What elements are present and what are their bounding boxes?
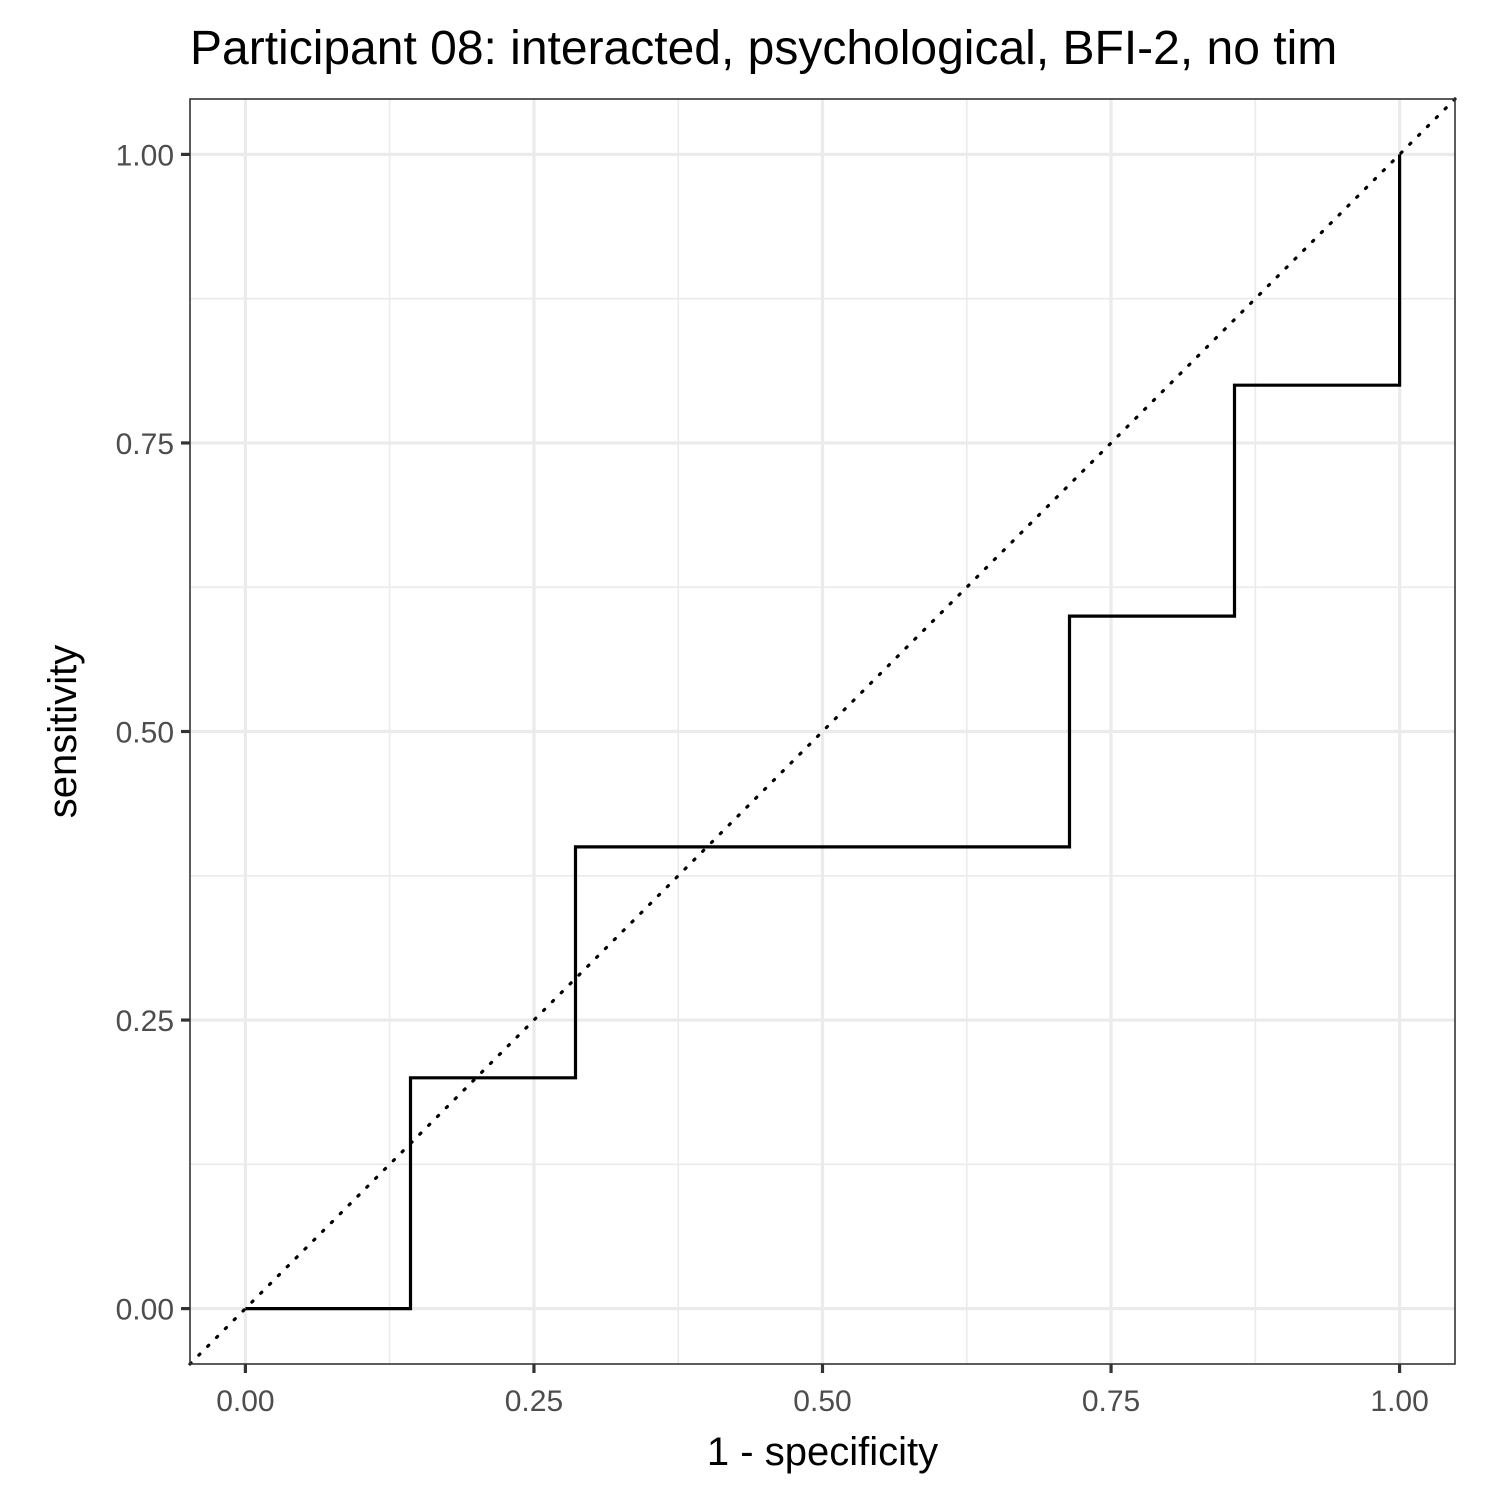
y-tick-label: 0.50 bbox=[116, 717, 174, 750]
x-tick-label: 1.00 bbox=[1370, 1385, 1428, 1418]
chart-title: Participant 08: interacted, psychologica… bbox=[190, 22, 1337, 75]
x-tick-label: 0.50 bbox=[793, 1385, 851, 1418]
x-axis-title: 1 - specificity bbox=[707, 1430, 938, 1474]
axis-ticks: 0.00 0.25 0.50 0.75 1.00 0.00 0.25 0.50 0.75 1.00 bbox=[116, 139, 1429, 1418]
y-tick-label: 0.25 bbox=[116, 1005, 174, 1038]
y-axis-title: sensitivity bbox=[41, 645, 85, 818]
series-layer bbox=[188, 97, 1457, 1366]
y-tick-label: 1.00 bbox=[116, 139, 174, 172]
y-tick-label: 0.00 bbox=[116, 1294, 174, 1327]
grid bbox=[190, 99, 1455, 1364]
x-tick-label: 0.25 bbox=[505, 1385, 563, 1418]
x-tick-label: 0.75 bbox=[1082, 1385, 1140, 1418]
x-tick-label: 0.00 bbox=[216, 1385, 274, 1418]
y-tick-label: 0.75 bbox=[116, 428, 174, 461]
roc-step-line bbox=[245, 154, 1402, 1311]
